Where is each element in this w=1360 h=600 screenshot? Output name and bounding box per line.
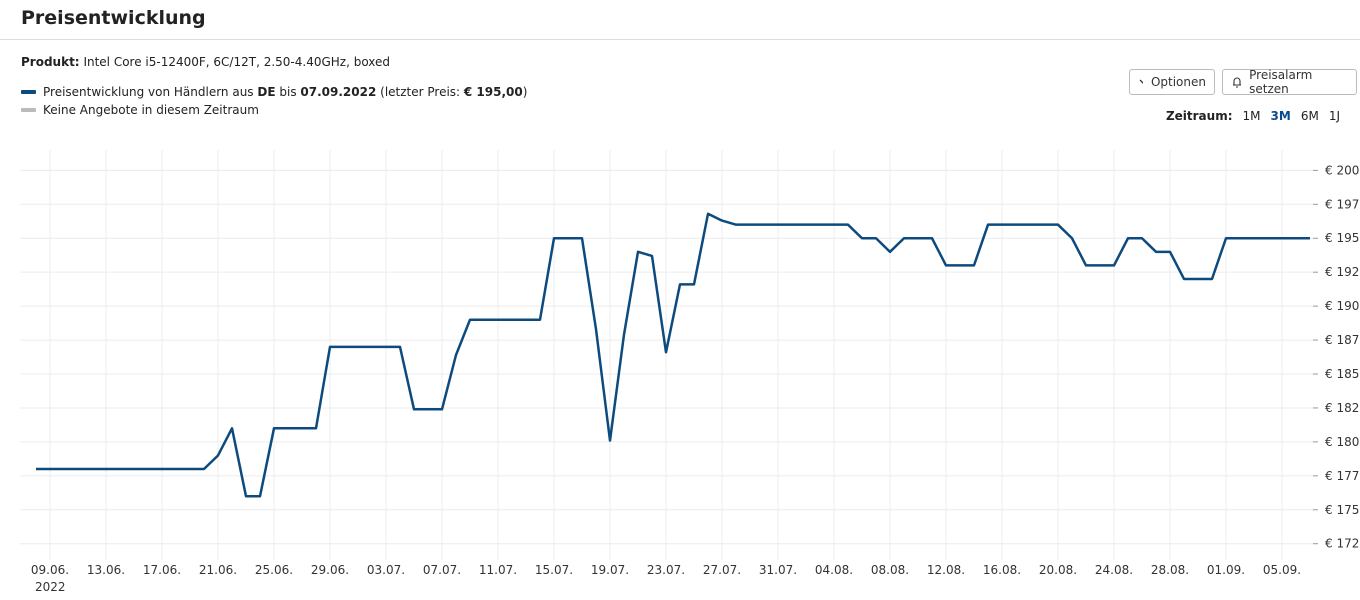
range-label: Zeitraum:: [1165, 109, 1233, 123]
y-tick-label: € 187: [1325, 333, 1359, 347]
x-year-label: 2022: [35, 580, 66, 594]
y-tick-label: € 190: [1325, 299, 1359, 313]
price-line: [36, 212, 1310, 498]
x-tick-label: 11.07.: [479, 563, 517, 577]
y-tick-label: € 182: [1325, 401, 1359, 415]
x-tick-label: 01.09.: [1207, 563, 1245, 577]
chevron-icon: [1139, 79, 1143, 84]
x-tick-label: 08.08.: [871, 563, 909, 577]
x-tick-label: 20.08.: [1039, 563, 1077, 577]
y-tick-label: € 177: [1325, 469, 1359, 483]
y-tick-label: € 185: [1325, 367, 1359, 381]
y-tick-label: € 175: [1325, 503, 1359, 517]
x-tick-label: 03.07.: [367, 563, 405, 577]
range-option[interactable]: 3M: [1270, 109, 1291, 123]
legend-text: 07.09.2022: [300, 85, 377, 99]
legend-text: bis: [275, 85, 301, 99]
y-tick-label: € 200: [1325, 163, 1359, 177]
y-tick-label: € 195: [1325, 231, 1359, 245]
range-selector: Zeitraum: 1M 3M 6M 1J: [1166, 109, 1340, 123]
legend-swatch: [21, 90, 36, 94]
x-tick-label: 17.06.: [143, 563, 181, 577]
x-tick-label: 04.08.: [815, 563, 853, 577]
x-tick-label: 29.06.: [311, 563, 349, 577]
legend-text: DE: [257, 85, 276, 99]
legend-swatch: [21, 108, 36, 112]
x-tick-label: 16.08.: [983, 563, 1021, 577]
bell-icon: [1233, 77, 1241, 88]
range-option[interactable]: 1J: [1328, 109, 1340, 123]
x-tick-label: 07.07.: [423, 563, 461, 577]
legend-text: (letzter Preis:: [376, 85, 464, 99]
y-tick-label: € 192: [1325, 265, 1359, 279]
x-tick-label: 12.08.: [927, 563, 965, 577]
button-label: Optionen: [1150, 75, 1206, 89]
legend-text: Keine Angebote in diesem Zeitraum: [43, 103, 259, 117]
page-title: Preisentwicklung: [21, 7, 206, 29]
x-tick-label: 15.07.: [535, 563, 573, 577]
x-tick-label: 23.07.: [647, 563, 685, 577]
legend-text: ): [522, 85, 528, 99]
y-tick-label: € 197: [1325, 197, 1359, 211]
y-tick-label: € 172: [1325, 537, 1359, 551]
legend-entry: Preisentwicklung von Händlern aus DE bis…: [21, 85, 527, 99]
legend-text: € 195,00: [463, 85, 523, 99]
x-tick-label: 21.06.: [199, 563, 237, 577]
x-tick-label: 24.08.: [1095, 563, 1133, 577]
alarm-button[interactable]: Preisalarm setzen: [1222, 68, 1357, 96]
x-tick-label: 28.08.: [1151, 563, 1189, 577]
options-button[interactable]: Optionen: [1129, 69, 1215, 95]
x-tick-label: 25.06.: [255, 563, 293, 577]
x-tick-label: 05.09.: [1263, 563, 1301, 577]
range-option[interactable]: 1M: [1242, 109, 1261, 123]
button-label: Preisalarm setzen: [1249, 68, 1313, 96]
x-tick-label: 09.06.: [31, 563, 69, 577]
x-tick-label: 31.07.: [759, 563, 797, 577]
legend-text: Preisentwicklung von Händlern aus: [43, 85, 258, 99]
product-label: Produkt:: [21, 55, 80, 69]
x-tick-label: 13.06.: [87, 563, 125, 577]
header: Preisentwicklung: [0, 0, 1360, 40]
range-option[interactable]: 6M: [1300, 109, 1319, 123]
x-tick-label: 19.07.: [591, 563, 629, 577]
x-tick-label: 27.07.: [703, 563, 741, 577]
y-tick-label: € 180: [1325, 435, 1359, 449]
product-text: Intel Core i5-12400F, 6C/12T, 2.50-4.40G…: [83, 55, 391, 69]
product-line: Produkt: Intel Core i5-12400F, 6C/12T, 2…: [21, 55, 390, 69]
legend-entry: Keine Angebote in diesem Zeitraum: [21, 103, 259, 117]
